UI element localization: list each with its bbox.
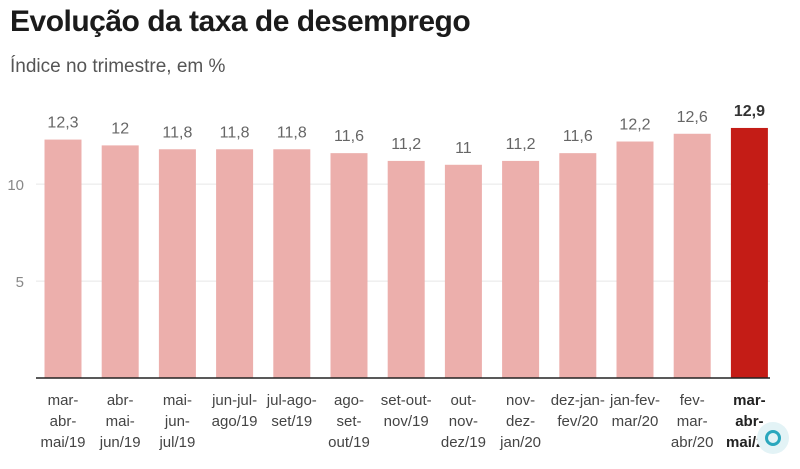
x-tick-label: abr/20 bbox=[671, 434, 714, 451]
chart-subtitle: Índice no trimestre, em % bbox=[10, 56, 226, 77]
x-tick-label: mar- bbox=[677, 413, 708, 430]
data-label: 11 bbox=[455, 140, 472, 157]
x-tick-label: jul-ago- bbox=[266, 392, 317, 409]
x-tick-label: set-out- bbox=[381, 392, 432, 409]
x-tick-label: ago- bbox=[334, 392, 364, 409]
x-tick-label: mai- bbox=[163, 392, 192, 409]
data-label: 12,3 bbox=[47, 115, 78, 132]
x-tick-label: mar- bbox=[733, 392, 766, 409]
x-tick-label: jun/19 bbox=[99, 434, 141, 451]
x-tick-label: abr- bbox=[735, 413, 763, 430]
data-label: 11,2 bbox=[391, 136, 421, 153]
x-tick-label: jan/20 bbox=[499, 434, 541, 451]
x-tick-label: out/19 bbox=[328, 434, 370, 451]
x-tick-label: set- bbox=[336, 413, 361, 430]
data-label: 11,8 bbox=[277, 124, 307, 141]
data-label: 11,6 bbox=[334, 128, 364, 145]
chart-title: Evolução da taxa de desemprego bbox=[10, 5, 471, 38]
bar bbox=[387, 160, 425, 378]
bar bbox=[330, 153, 368, 378]
x-tick-label: ago/19 bbox=[212, 413, 258, 430]
x-tick-label: nov- bbox=[449, 413, 478, 430]
x-tick-label: mar/20 bbox=[612, 413, 659, 430]
x-tick-label: out- bbox=[450, 392, 476, 409]
x-tick-label: fev/20 bbox=[557, 413, 598, 430]
y-tick-label: 10 bbox=[7, 177, 24, 194]
x-tick-label: mai- bbox=[106, 413, 135, 430]
bar bbox=[101, 145, 139, 378]
x-tick-label: abr- bbox=[50, 413, 77, 430]
scroll-top-button[interactable] bbox=[757, 422, 789, 454]
x-tick-label: abr- bbox=[107, 392, 134, 409]
x-tick-label: set/19 bbox=[271, 413, 312, 430]
x-tick-label: jan-fev- bbox=[609, 392, 660, 409]
x-tick-label: fev- bbox=[680, 392, 705, 409]
circle-icon bbox=[765, 430, 781, 446]
x-tick-label: jun-jul- bbox=[211, 392, 257, 409]
bar bbox=[559, 153, 597, 378]
bar bbox=[673, 133, 711, 378]
bar bbox=[158, 149, 196, 378]
x-tick-label: jun- bbox=[164, 413, 190, 430]
data-label: 12,2 bbox=[619, 117, 650, 134]
data-label: 12,6 bbox=[677, 109, 708, 126]
x-tick-label: nov- bbox=[506, 392, 535, 409]
bar bbox=[502, 160, 540, 378]
x-tick-label: dez-jan- bbox=[551, 392, 605, 409]
x-tick-label: dez- bbox=[506, 413, 535, 430]
data-label: 11,6 bbox=[563, 128, 593, 145]
x-tick-label: mar- bbox=[48, 392, 79, 409]
bar bbox=[444, 164, 482, 378]
bar bbox=[273, 149, 311, 378]
x-tick-label: mai/19 bbox=[40, 434, 85, 451]
y-tick-label: 5 bbox=[16, 274, 24, 291]
bar bbox=[216, 149, 254, 378]
data-label: 12,9 bbox=[734, 103, 765, 120]
x-tick-label: jul/19 bbox=[158, 434, 195, 451]
bar bbox=[44, 139, 82, 378]
data-label: 11,2 bbox=[506, 136, 536, 153]
data-label: 11,8 bbox=[162, 124, 192, 141]
data-label: 12 bbox=[111, 120, 129, 137]
x-tick-label: dez/19 bbox=[441, 434, 486, 451]
bar bbox=[616, 141, 654, 378]
bar bbox=[730, 127, 768, 378]
x-tick-label: nov/19 bbox=[384, 413, 429, 430]
data-label: 11,8 bbox=[220, 124, 250, 141]
